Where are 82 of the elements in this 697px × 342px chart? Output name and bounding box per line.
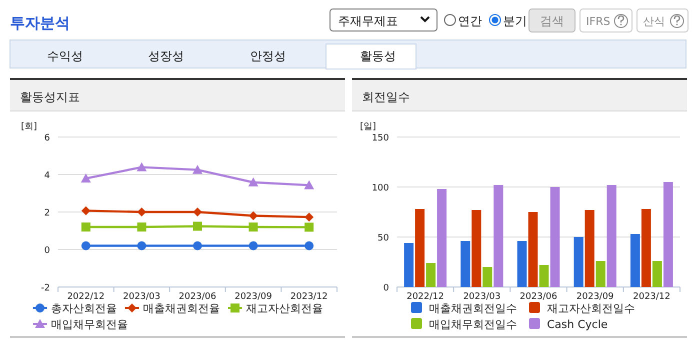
point xyxy=(304,241,314,250)
legend-label: 매출채권회전일수 xyxy=(429,302,517,315)
y-tick-label: 0 xyxy=(383,284,390,294)
point xyxy=(304,180,314,190)
y-tick-label: -2 xyxy=(41,284,50,294)
point xyxy=(248,211,258,220)
text: 분기 xyxy=(503,14,527,28)
legend-label: 재고자산회전율 xyxy=(246,302,323,315)
y-tick-label: 2 xyxy=(44,208,50,218)
point xyxy=(81,241,90,250)
point xyxy=(81,222,90,232)
text: IFRS xyxy=(586,15,610,28)
point xyxy=(136,162,147,172)
bar xyxy=(606,185,616,287)
point xyxy=(304,212,314,222)
legend-label: 매입채무회전율 xyxy=(51,318,128,331)
text: 산식 xyxy=(643,15,665,28)
text: 활동성 xyxy=(360,49,396,63)
text: 수익성 xyxy=(47,49,83,63)
bar xyxy=(482,267,492,287)
x-tick-label: 2023/03 xyxy=(463,292,501,302)
point xyxy=(137,208,146,216)
point xyxy=(248,222,258,232)
bar xyxy=(539,265,549,287)
point xyxy=(193,241,202,250)
x-tick-label: 2023/09 xyxy=(234,292,272,302)
text: 성장성 xyxy=(148,49,184,63)
chart-title: 회전일수 xyxy=(362,90,410,104)
bar xyxy=(517,241,527,287)
point xyxy=(137,241,146,250)
bar xyxy=(652,261,662,287)
point xyxy=(304,222,314,232)
legend-label: 재고자산회전일수 xyxy=(547,302,635,315)
text: 주재무제표 xyxy=(338,14,398,28)
chart-title: 활동성지표 xyxy=(20,90,80,104)
point xyxy=(81,206,90,216)
x-tick-label: 2022/12 xyxy=(406,292,444,302)
legend-label: 매출채권회전율 xyxy=(143,302,220,315)
legend-label: 총자산회전율 xyxy=(51,302,117,315)
bar xyxy=(404,243,414,287)
y-tick-label: 50 xyxy=(378,234,390,244)
bar xyxy=(663,182,673,287)
y-tick-label: 6 xyxy=(44,134,50,144)
bar xyxy=(437,189,447,287)
point xyxy=(192,164,202,174)
x-tick-label: 2023/12 xyxy=(290,292,328,302)
bar xyxy=(528,212,538,287)
point xyxy=(193,222,202,231)
text: 검색 xyxy=(540,14,564,28)
y-tick-label: 0 xyxy=(44,246,50,256)
bar xyxy=(641,209,651,287)
x-tick-label: 2023/06 xyxy=(520,292,558,302)
text: 투자분석 xyxy=(10,14,70,32)
text: 연간 xyxy=(458,14,482,28)
x-tick-label: 2023/06 xyxy=(178,292,216,302)
bar xyxy=(460,241,470,287)
bar xyxy=(596,261,606,287)
text: 안정성 xyxy=(250,49,286,63)
y-axis-title: [일] xyxy=(360,122,376,132)
bar xyxy=(550,187,560,287)
x-tick-label: 2023/03 xyxy=(123,292,160,302)
y-axis-title: [회] xyxy=(21,122,38,132)
y-tick-label: 100 xyxy=(372,184,390,194)
y-tick-label: 150 xyxy=(372,134,390,144)
bar xyxy=(584,210,594,287)
legend-label: 매입채무회전일수 xyxy=(429,318,517,331)
bar xyxy=(494,185,504,287)
bar xyxy=(472,210,482,287)
legend-label: Cash Cycle xyxy=(547,318,608,331)
x-tick-label: 2023/12 xyxy=(633,292,670,302)
bar xyxy=(426,263,436,287)
point xyxy=(137,222,146,232)
x-tick-label: 2023/09 xyxy=(576,292,614,302)
point xyxy=(248,177,258,186)
y-tick-label: 4 xyxy=(44,171,50,181)
point xyxy=(80,173,91,182)
point xyxy=(193,208,202,216)
bar xyxy=(574,237,584,287)
bar xyxy=(415,209,425,287)
x-tick-label: 2022/12 xyxy=(67,292,105,302)
point xyxy=(248,241,258,250)
bar xyxy=(630,234,640,287)
